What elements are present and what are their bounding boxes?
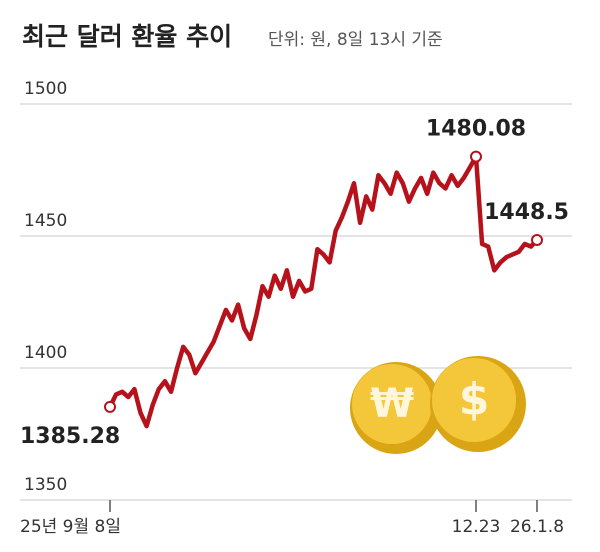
coin bbox=[352, 364, 432, 444]
highlight-point bbox=[104, 400, 116, 413]
y-tick-label: 1400 bbox=[24, 343, 67, 363]
x-tick-label: 25년 9월 8일 bbox=[20, 517, 121, 537]
coin bbox=[432, 358, 516, 442]
value-label: 1480.08 bbox=[426, 117, 526, 142]
y-tick-label: 1450 bbox=[24, 211, 67, 231]
y-tick-label: 1500 bbox=[24, 79, 67, 99]
x-tick-label: 12.23 bbox=[452, 517, 501, 537]
coins-illustration: ₩ $ bbox=[350, 356, 526, 454]
coin-symbol: ₩ bbox=[370, 381, 414, 427]
chart-subtitle: 단위: 원, 8일 13시 기준 bbox=[268, 30, 443, 50]
coin-symbol: $ bbox=[459, 374, 490, 425]
value-label: 1385.28 bbox=[20, 424, 120, 449]
y-tick-label: 1350 bbox=[24, 475, 67, 495]
chart-title: 최근 달러 환율 추이 bbox=[22, 22, 232, 51]
line-series bbox=[107, 154, 539, 429]
highlight-point bbox=[470, 150, 482, 163]
value-label: 1448.5 bbox=[484, 200, 569, 225]
x-tick-label: 26.1.8 bbox=[510, 517, 564, 537]
highlight-point bbox=[531, 233, 543, 246]
